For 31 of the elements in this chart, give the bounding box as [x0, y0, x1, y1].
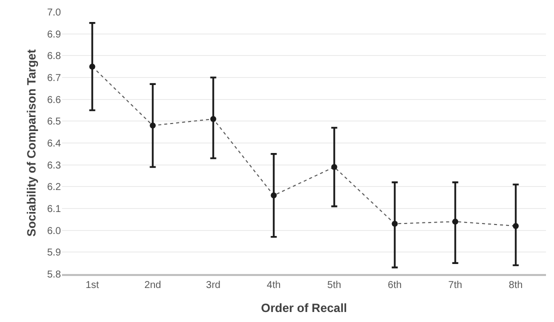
y-axis-title: Sociability of Comparison Target	[24, 49, 38, 237]
x-tick-label: 3rd	[206, 280, 220, 291]
point	[150, 122, 156, 129]
point	[331, 164, 338, 170]
x-tick-label: 2nd	[144, 280, 162, 291]
point	[270, 192, 277, 198]
y-tick-label: 6.5	[47, 116, 62, 128]
point	[392, 220, 398, 227]
y-tick-label: 6.9	[47, 29, 62, 40]
y-tick-label: 5.8	[47, 270, 62, 280]
y-tick-label: 6.0	[47, 226, 62, 237]
x-tick-label: 1st	[86, 280, 100, 291]
y-tick-label: 6.1	[47, 204, 62, 215]
x-tick-label: 8th	[508, 280, 523, 291]
point	[452, 218, 458, 225]
y-tick-label: 6.4	[47, 138, 62, 150]
x-tick-label: 4th	[266, 280, 281, 291]
y-tick-label: 6.3	[47, 160, 62, 172]
x-tick-label: 5th	[327, 280, 342, 291]
x-tick-label: 6th	[388, 280, 402, 291]
point	[512, 222, 519, 229]
x-tick-label: 7th	[448, 280, 462, 291]
y-tick-label: 6.6	[47, 94, 62, 106]
y-tick-label: 7.0	[47, 8, 62, 18]
x-axis-title: Order of Recall	[260, 301, 348, 316]
y-tick-label: 6.8	[47, 51, 62, 62]
point	[89, 64, 96, 70]
y-tick-label: 5.9	[47, 248, 62, 259]
y-tick-label: 6.7	[47, 73, 62, 84]
point	[210, 116, 216, 122]
y-tick-label: 6.2	[47, 182, 62, 194]
